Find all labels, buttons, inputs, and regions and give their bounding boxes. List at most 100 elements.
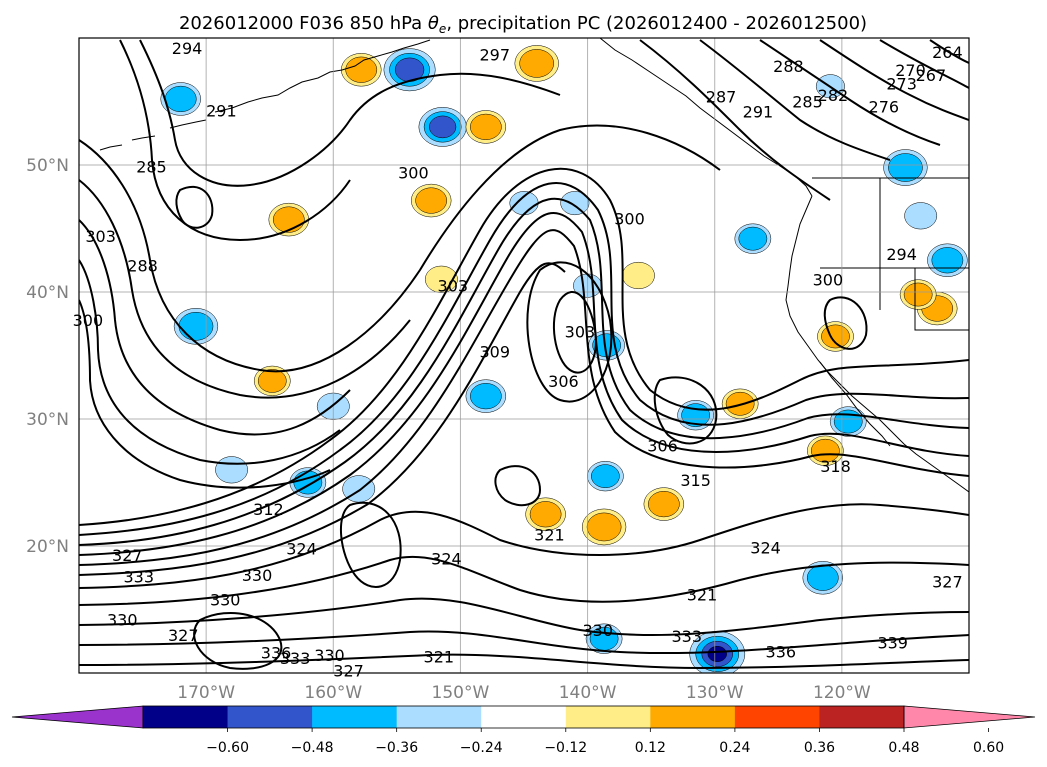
precipitation-anomaly-region <box>738 226 768 251</box>
contour-label: 300 <box>813 270 844 289</box>
theta-e-contours <box>79 39 969 670</box>
contour-line <box>653 376 718 445</box>
colorbar-tick-label: −0.60 <box>206 740 249 756</box>
colorbar-tick-label: 0.36 <box>804 740 835 756</box>
latitude-label: 20°N <box>26 537 69 557</box>
precipitation-anomaly-region <box>257 369 287 393</box>
contour-label: 273 <box>886 75 917 94</box>
contour-label: 303 <box>85 227 116 246</box>
contour-line <box>879 39 969 89</box>
contour-line <box>79 555 969 606</box>
contour-line <box>759 39 941 146</box>
contour-line <box>139 39 561 187</box>
contour-label: 330 <box>107 611 138 630</box>
contour-label: 291 <box>743 103 774 122</box>
contour-label: 267 <box>916 66 947 85</box>
contour-label: 333 <box>280 649 311 668</box>
longitude-label: 120°W <box>813 683 871 703</box>
graticule <box>79 38 969 673</box>
contour-line <box>79 259 341 465</box>
contour-label: 330 <box>314 646 345 665</box>
contour-line <box>79 219 351 436</box>
contour-label: 327 <box>932 573 963 592</box>
contour-label: 306 <box>647 437 678 456</box>
longitude-labels: 170°W 160°W 150°W 140°W 130°W 120°W <box>177 683 871 703</box>
contour-label: 300 <box>73 311 104 330</box>
precipitation-anomaly-region <box>509 191 539 216</box>
contour-line <box>929 39 969 64</box>
contour-label: 285 <box>136 157 167 176</box>
contour-label: 327 <box>333 661 364 680</box>
precipitation-anomaly-region <box>904 202 938 230</box>
contour-label: 324 <box>431 550 462 569</box>
contour-label: 288 <box>773 57 804 76</box>
precipitation-anomaly-region <box>178 311 214 341</box>
contour-label: 291 <box>206 101 237 120</box>
contour-line <box>79 262 566 576</box>
contour-label: 294 <box>172 39 203 58</box>
precipitation-anomaly-region <box>529 501 562 528</box>
contour-label: 336 <box>766 642 797 661</box>
contour-label: 288 <box>127 256 158 275</box>
latitude-labels: 50°N 40°N 30°N 20°N <box>26 156 69 557</box>
map-frame <box>78 37 970 674</box>
contour-line <box>639 39 831 201</box>
colorbar-tick-label: 0.12 <box>635 740 666 756</box>
longitude-label: 170°W <box>177 683 235 703</box>
contour-label: 285 <box>792 93 823 112</box>
contour-label: 327 <box>168 626 199 645</box>
colorbar-segment <box>396 706 482 728</box>
contour-label: 330 <box>242 566 273 585</box>
contour-label: 312 <box>253 500 284 519</box>
precipitation-anomaly-region <box>519 49 555 78</box>
colorbar-segment <box>143 706 229 728</box>
contour-line <box>175 185 214 229</box>
contour-label: 339 <box>877 634 908 653</box>
colorbar-tick-label: −0.48 <box>291 740 334 756</box>
contour-line <box>79 229 969 566</box>
precipitation-anomaly-region <box>591 464 620 489</box>
alaska-coastline <box>214 39 431 113</box>
contour-label: 303 <box>438 277 469 296</box>
precipitation-anomaly-region <box>586 512 622 542</box>
precipitation-anomaly-region <box>215 456 248 484</box>
precipitation-anomaly-region <box>821 324 850 349</box>
contour-line <box>526 261 613 403</box>
colorbar-segment <box>227 706 313 728</box>
colorbar-segment <box>734 706 820 728</box>
colorbar-segment <box>481 706 567 728</box>
contour-line <box>79 503 969 589</box>
colorbar-outline <box>142 705 905 729</box>
contour-label: 333 <box>123 567 154 586</box>
contour-line <box>823 296 868 350</box>
contour-label: 318 <box>820 457 851 476</box>
contour-label: 294 <box>886 245 917 264</box>
contour-line <box>819 39 969 121</box>
baja-peninsula <box>819 361 891 447</box>
precipitation-anomaly-region <box>560 191 590 216</box>
contour-label: 330 <box>210 590 241 609</box>
contour-line <box>79 197 969 546</box>
contour-labels: 294 297 291 285 303 288 300 300 303 309 303 306 300 3… <box>73 39 963 680</box>
colorbar-tick-label: 0.24 <box>719 740 750 756</box>
colorbar: −0.60 −0.48 −0.36 −0.24 −0.12 0.12 0.24 0.36 0.4… <box>11 705 1036 756</box>
contour-label: 309 <box>479 343 510 362</box>
precipitation-anomaly-region <box>806 564 839 591</box>
contour-label: 336 <box>261 644 292 663</box>
contour-label: 321 <box>687 585 718 604</box>
contour-line <box>79 179 411 399</box>
contour-line <box>79 597 969 637</box>
precipitation-anomaly-region <box>622 261 655 290</box>
precipitation-anomaly-region <box>810 438 840 463</box>
colorbar-tick-label: −0.36 <box>375 740 418 756</box>
precipitation-anomaly-region <box>725 391 755 416</box>
contour-line <box>79 181 969 536</box>
colorbar-extend-high <box>903 705 1036 729</box>
contour-line <box>79 211 969 556</box>
precipitation-anomaly-region <box>415 187 448 214</box>
contour-label: 300 <box>614 209 645 228</box>
precipitation-anomaly-region <box>707 645 727 662</box>
contour-line <box>79 124 721 373</box>
contour-label: 300 <box>398 164 429 183</box>
contour-label: 315 <box>680 471 711 490</box>
